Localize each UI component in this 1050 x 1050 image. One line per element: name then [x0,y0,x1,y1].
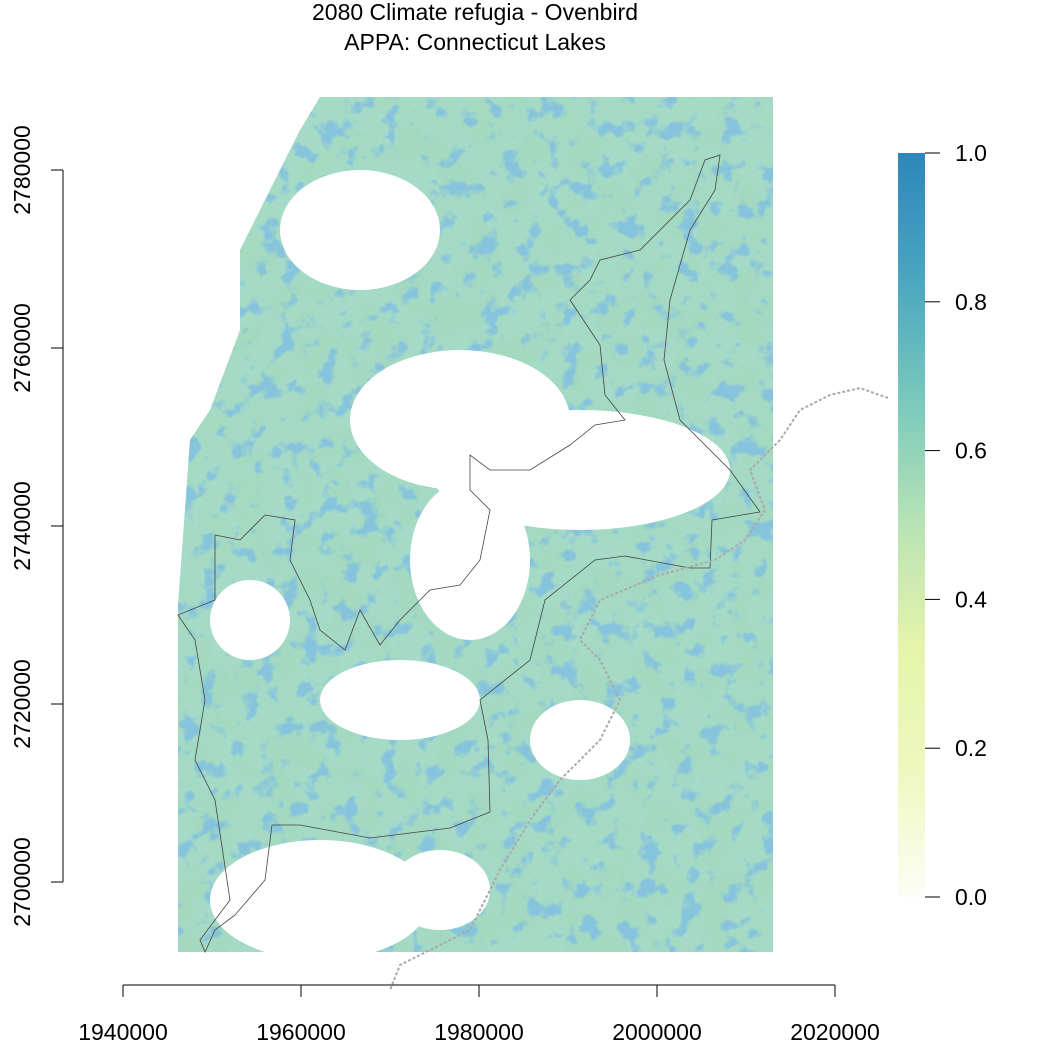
x-tick-label: 1980000 [434,1019,524,1045]
y-tick-label: 2780000 [9,125,35,215]
empty-areas [210,170,730,952]
axes: 1940000 1960000 1980000 2000000 2020000 27000… [9,125,880,1045]
legend-tick-label: 1.0 [955,140,987,166]
legend-tick-label: 0.2 [955,735,987,761]
y-tick-label: 2720000 [9,659,35,749]
chart-title: 2080 Climate refugia - Ovenbird [312,0,638,25]
legend-tick-label: 0.4 [955,586,987,612]
color-legend: 0.0 0.2 0.4 0.6 0.8 1.0 [898,140,987,910]
x-tick-label: 2000000 [612,1019,702,1045]
chart-subtitle: APPA: Connecticut Lakes [344,29,606,55]
x-tick-label: 1940000 [78,1019,168,1045]
boundaries [177,154,761,954]
color-bar [898,153,925,897]
x-tick-label: 2020000 [790,1019,880,1045]
y-tick-label: 2740000 [9,481,35,571]
state-boundary [389,386,889,991]
x-tick-label: 1960000 [256,1019,346,1045]
legend-tick-label: 0.0 [955,884,987,910]
legend-tick-label: 0.6 [955,438,987,464]
raster [178,97,773,952]
y-tick-label: 2700000 [9,837,35,927]
y-tick-label: 2760000 [9,303,35,393]
legend-tick-label: 0.8 [955,289,987,315]
